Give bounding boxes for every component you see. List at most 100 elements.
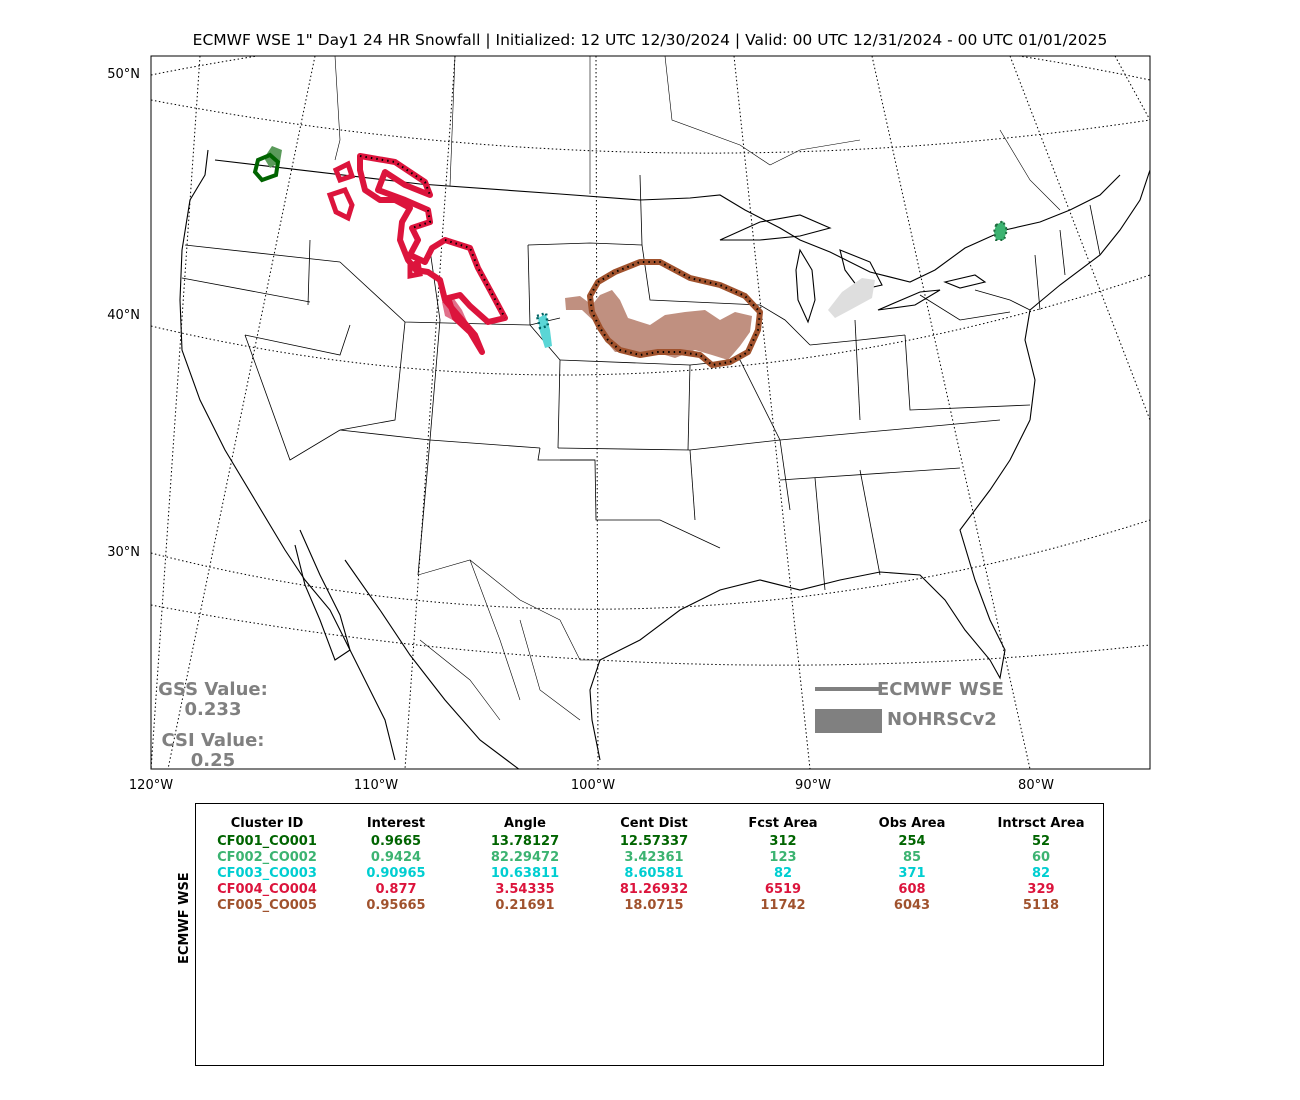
cf004-fcst-blob-1 — [326, 186, 355, 222]
table-cell-obs-area: 254 — [898, 834, 926, 849]
table-cell-cluster-id: CF005_CO005 — [217, 898, 317, 913]
header-angle: Angle — [504, 816, 546, 831]
table-cell-interest: 0.95665 — [366, 898, 426, 913]
east-coast — [1024, 169, 1150, 421]
table-cell-cluster-id: CF002_CO002 — [217, 850, 317, 865]
cf003-obs-area — [538, 314, 552, 348]
table-cell-obs-area: 608 — [898, 882, 926, 897]
header-obs-area: Obs Area — [878, 816, 946, 831]
cf004-fcst-dots — [359, 155, 506, 319]
table-cell-intrsct-area: 82 — [1031, 866, 1051, 881]
lat-label-30n: 30°N — [107, 545, 140, 560]
cluster-cf003 — [535, 311, 552, 348]
table-cell-obs-area: 85 — [902, 850, 922, 865]
map-title: ECMWF WSE 1" Day1 24 HR Snowfall | Initi… — [192, 31, 1108, 49]
table-cell-cent-dist: 12.57337 — [619, 834, 689, 849]
table-cell-obs-area: 6043 — [893, 898, 931, 913]
table-cell-angle: 13.78127 — [490, 834, 560, 849]
cf004-fcst-outline — [357, 153, 508, 355]
mexico-lines — [417, 559, 600, 721]
gulf-coast — [599, 419, 1031, 680]
table-cell-cent-dist: 18.0715 — [624, 898, 684, 913]
table-ylabel: ECMWF WSE — [177, 872, 192, 964]
lon-line-85w — [871, 56, 1031, 769]
lon-label-110w: 110°W — [353, 778, 399, 793]
cf004-fcst-blob-3 — [407, 258, 423, 280]
lon-line-90w — [733, 56, 811, 769]
lon-line-110w — [167, 56, 316, 769]
lake-michigan — [795, 248, 816, 324]
table-cell-cent-dist: 81.26932 — [619, 882, 689, 897]
stats-table — [195, 803, 1104, 1066]
table-cell-angle: 82.29472 — [490, 850, 560, 865]
table-cell-intrsct-area: 52 — [1031, 834, 1051, 849]
lake-erie — [877, 289, 941, 311]
table-cell-fcst-area: 123 — [769, 850, 797, 865]
table-cell-fcst-area: 82 — [773, 866, 793, 881]
table-cell-cent-dist: 8.60581 — [624, 866, 684, 881]
table-cell-cent-dist: 3.42361 — [624, 850, 684, 865]
gss-label: GSS Value: — [158, 679, 268, 700]
cf001-fcst-outline — [252, 152, 281, 183]
lon-label-100w: 100°W — [570, 778, 616, 793]
lon-label-120w: 120°W — [128, 778, 174, 793]
lon-line-80w — [1009, 56, 1150, 421]
obs-unmatched-michigan — [828, 278, 875, 318]
lon-line-95w — [595, 56, 599, 769]
table-cell-interest: 0.90965 — [366, 866, 426, 881]
mexico-west-coast — [344, 559, 520, 769]
header-fcst-area: Fcst Area — [748, 816, 818, 831]
legend-fcst-label: ECMWF WSE — [877, 679, 1004, 700]
lat-line-30n — [151, 519, 1150, 610]
lake-ontario — [943, 274, 987, 289]
map-frame — [150, 55, 1151, 770]
table-cell-interest: 0.9424 — [370, 850, 422, 865]
lon-line-75w — [1114, 56, 1150, 121]
graticule — [151, 56, 1150, 769]
legend-obs-label: NOHRSCv2 — [887, 709, 997, 730]
lat-label-40n: 40°N — [107, 308, 140, 323]
lake-superior — [719, 214, 832, 241]
gss-value: 0.233 — [184, 699, 242, 720]
csi-label: CSI Value: — [161, 730, 265, 751]
cluster-cf004 — [326, 153, 508, 355]
lon-line-120w — [151, 56, 201, 769]
lat-line-45n — [151, 99, 1150, 154]
table-cell-fcst-area: 11742 — [760, 898, 806, 913]
boundaries — [179, 149, 1150, 769]
cf002-obs-area — [994, 221, 1007, 240]
cluster-cf005 — [565, 259, 763, 368]
table-cell-angle: 10.63811 — [490, 866, 560, 881]
table-cell-fcst-area: 6519 — [764, 882, 802, 897]
csi-value: 0.25 — [190, 750, 236, 771]
lon-line-100w — [404, 56, 456, 769]
cf004-fcst-blob-2 — [332, 160, 356, 184]
table-cell-interest: 0.877 — [375, 882, 417, 897]
cf005-fcst-dots — [588, 261, 762, 367]
table-cell-cluster-id: CF004_CO004 — [217, 882, 317, 897]
table-cell-cluster-id: CF003_CO003 — [217, 866, 317, 881]
table-cell-intrsct-area: 329 — [1027, 882, 1055, 897]
cluster-cf001 — [252, 146, 282, 183]
table-cell-fcst-area: 312 — [769, 834, 797, 849]
table-cell-angle: 0.21691 — [495, 898, 555, 913]
lon-label-90w: 90°W — [795, 778, 831, 793]
cluster-cf002 — [992, 219, 1009, 241]
lat-label-50n: 50°N — [107, 67, 140, 82]
header-cent-dist: Cent Dist — [620, 816, 688, 831]
table-cell-interest: 0.9665 — [370, 834, 422, 849]
lat-line-40n — [151, 274, 1150, 376]
header-cluster-id: Cluster ID — [230, 816, 304, 831]
baja-coast — [294, 529, 351, 661]
table-cell-intrsct-area: 60 — [1031, 850, 1051, 865]
lat-line-50n — [151, 56, 1150, 81]
pacific-coast — [179, 149, 396, 761]
us-canada-border — [214, 159, 1121, 283]
canada-lines — [334, 56, 1061, 211]
table-cell-angle: 3.54335 — [495, 882, 555, 897]
header-intrsct-area: Intrsct Area — [997, 816, 1085, 831]
table-cell-cluster-id: CF001_CO001 — [217, 834, 317, 849]
legend-obs-swatch — [815, 709, 882, 733]
table-cell-obs-area: 371 — [898, 866, 926, 881]
